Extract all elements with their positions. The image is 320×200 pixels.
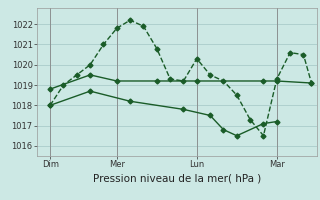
X-axis label: Pression niveau de la mer( hPa ): Pression niveau de la mer( hPa ) <box>93 173 261 183</box>
